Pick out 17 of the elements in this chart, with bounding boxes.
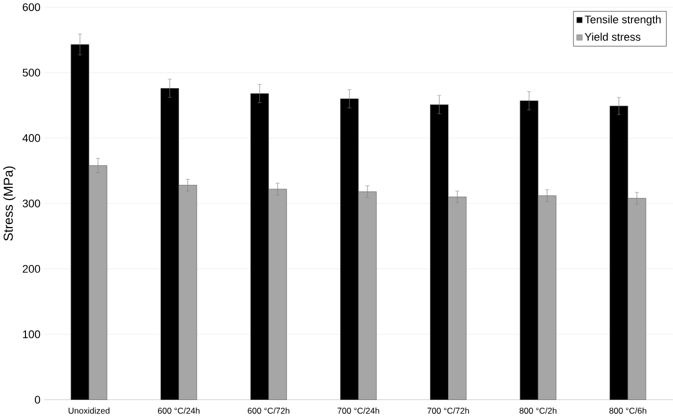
- x-tick-label: 600 °C/24h: [158, 407, 200, 414]
- legend-label: Tensile strength: [584, 15, 661, 26]
- x-tick-label: 800 °C/6h: [609, 407, 646, 414]
- y-tick-label: 400: [22, 134, 40, 142]
- y-tick-label: 500: [22, 68, 40, 76]
- y-axis-title: Stress (MPa): [3, 166, 16, 241]
- y-tick-label: 600: [22, 3, 40, 12]
- y-tick-label: 0: [34, 396, 40, 404]
- y-tick-label: 200: [22, 264, 40, 273]
- legend-label: Yield stress: [584, 32, 640, 41]
- x-tick-label: 700 °C/72h: [427, 407, 469, 414]
- y-tick-label: 100: [23, 330, 40, 338]
- x-tick-label: 600 °C/72h: [248, 407, 290, 414]
- y-tick-label: 300: [22, 200, 40, 208]
- x-tick-label: Unoxidized: [68, 407, 110, 414]
- x-tick-label: 700 °C/24h: [338, 407, 380, 414]
- x-tick-label: 800 °C/2h: [520, 407, 556, 414]
